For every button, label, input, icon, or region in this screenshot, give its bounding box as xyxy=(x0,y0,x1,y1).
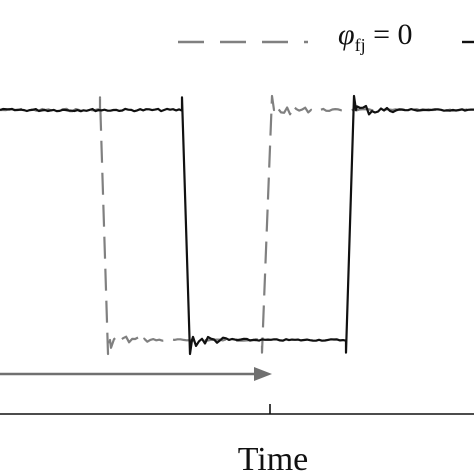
series-dashed-line xyxy=(0,94,474,356)
annotation-layer xyxy=(0,367,272,381)
axes xyxy=(0,404,474,415)
arrow-head xyxy=(254,367,272,381)
series-solid-line xyxy=(0,94,474,356)
legend: φfj = 0 xyxy=(178,18,474,55)
legend-dashed-label: φfj = 0 xyxy=(338,18,413,55)
series-layer xyxy=(0,94,474,356)
x-axis-title: Time xyxy=(238,441,309,474)
